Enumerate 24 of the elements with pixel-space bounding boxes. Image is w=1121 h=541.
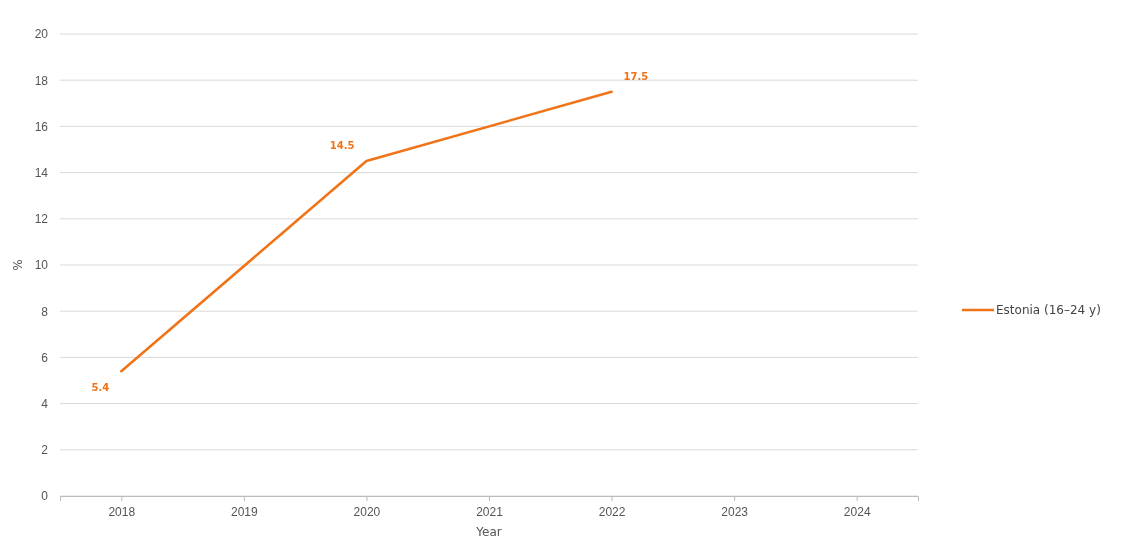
y-tick-label: 8 [41, 304, 49, 319]
x-axis-title: Year [475, 525, 502, 539]
y-tick-label: 16 [34, 119, 49, 134]
x-tick-label: 2020 [353, 504, 381, 519]
data-label: 5.4 [91, 382, 110, 394]
x-tick-label: 2019 [231, 504, 259, 519]
y-tick-label: 10 [34, 258, 49, 273]
y-axis-title: % [11, 259, 25, 271]
x-tick-label: 2024 [843, 504, 871, 519]
y-tick-label: 14 [34, 165, 49, 180]
y-tick-label: 12 [34, 212, 49, 227]
y-tick-label: 2 [41, 443, 49, 458]
x-tick-label: 2022 [598, 504, 626, 519]
legend-label: Estonia (16–24 y) [996, 303, 1101, 317]
x-tick-label: 2023 [721, 504, 749, 519]
x-tick-label: 2021 [476, 504, 504, 519]
y-tick-label: 20 [34, 27, 49, 42]
x-tick-label: 2018 [108, 504, 136, 519]
y-tick-label: 4 [41, 396, 49, 411]
data-label: 14.5 [329, 140, 355, 152]
data-label: 17.5 [623, 70, 649, 82]
y-tick-label: 18 [34, 73, 49, 88]
y-tick-label: 0 [41, 489, 49, 504]
y-tick-label: 6 [41, 350, 49, 365]
